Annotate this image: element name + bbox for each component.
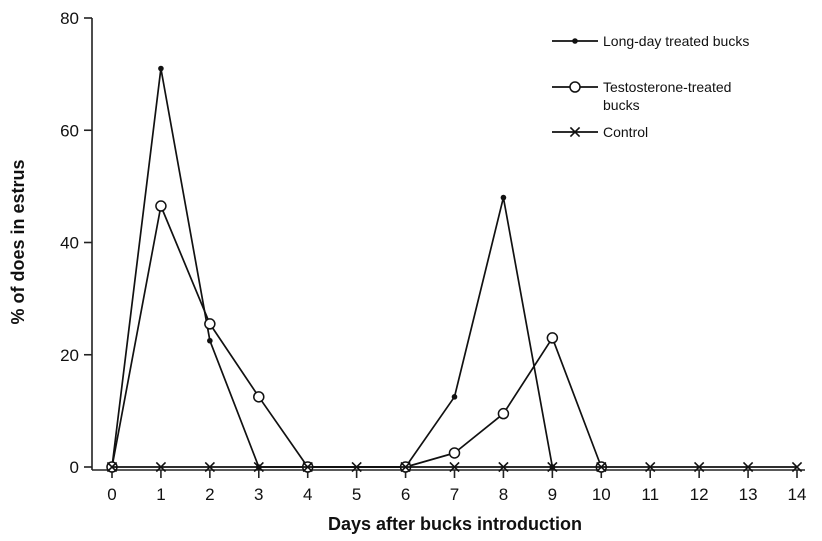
x-tick-label: 1 bbox=[156, 485, 165, 504]
legend-label-control: Control bbox=[603, 124, 648, 140]
data-point-control bbox=[302, 461, 313, 473]
series-layer bbox=[106, 65, 803, 473]
data-point-control bbox=[693, 461, 705, 473]
data-point-control bbox=[351, 461, 362, 473]
data-point-control bbox=[791, 461, 803, 473]
x-tick-label: 10 bbox=[592, 485, 611, 504]
data-point-long-day-treated-bucks bbox=[451, 394, 458, 400]
x-tick-label: 13 bbox=[739, 485, 758, 504]
data-point-testosterone-treated-bucks bbox=[497, 407, 510, 420]
data-point-long-day-treated-bucks bbox=[207, 337, 213, 344]
y-tick-label: 40 bbox=[60, 234, 79, 253]
legend-marker-long-day-treated-bucks bbox=[572, 38, 578, 44]
y-ticks: 0 20 40 60 80 bbox=[60, 9, 92, 477]
x-tick-label: 12 bbox=[690, 485, 709, 504]
x-tick-label: 2 bbox=[205, 485, 214, 504]
axes bbox=[91, 18, 805, 471]
data-point-control bbox=[742, 461, 754, 473]
data-point-long-day-treated-bucks bbox=[158, 65, 164, 72]
x-axis-title: Days after bucks introduction bbox=[328, 514, 582, 534]
data-point-control bbox=[155, 461, 167, 473]
series-testosterone-treated-bucks bbox=[106, 200, 608, 473]
x-tick-label: 7 bbox=[450, 485, 459, 504]
legend-marker-testosterone-treated-bucks bbox=[569, 81, 581, 93]
legend-item-long-day-treated-bucks: Long-day treated bucks bbox=[552, 33, 749, 49]
data-point-control bbox=[400, 461, 411, 473]
y-tick-label: 80 bbox=[60, 9, 79, 28]
data-point-control bbox=[645, 461, 656, 473]
legend-label-long-day-treated-bucks: Long-day treated bucks bbox=[603, 33, 749, 49]
x-tick-label: 4 bbox=[303, 485, 312, 504]
data-point-testosterone-treated-bucks bbox=[448, 447, 461, 459]
y-tick-label: 20 bbox=[60, 346, 79, 365]
x-tick-label: 3 bbox=[254, 485, 263, 504]
x-tick-label: 0 bbox=[107, 485, 116, 504]
x-ticks: 0 1 2 3 4 5 6 7 8 9 10 11 12 13 14 bbox=[107, 470, 806, 504]
y-tick-label: 60 bbox=[60, 121, 79, 140]
data-point-control bbox=[498, 461, 509, 473]
data-point-control bbox=[547, 461, 558, 473]
x-tick-label: 11 bbox=[641, 485, 659, 504]
x-tick-label: 6 bbox=[401, 485, 410, 504]
series-line-long-day-treated-bucks bbox=[111, 67, 554, 468]
data-point-control bbox=[106, 461, 118, 473]
legend-label-testosterone-treated-bucks: Testosterone-treated bucks bbox=[603, 79, 731, 113]
data-point-testosterone-treated-bucks bbox=[204, 318, 216, 330]
x-tick-label: 9 bbox=[548, 485, 557, 504]
legend: Long-day treated bucks Testosterone-treat… bbox=[552, 33, 749, 140]
data-point-control bbox=[253, 461, 264, 473]
x-tick-label: 14 bbox=[788, 485, 807, 504]
legend-item-testosterone-treated-bucks: Testosterone-treated bucks bbox=[552, 79, 731, 113]
y-tick-label: 0 bbox=[70, 458, 79, 477]
legend-item-control: Control bbox=[552, 124, 648, 140]
series-control bbox=[106, 461, 803, 473]
data-point-control bbox=[204, 461, 216, 473]
data-point-testosterone-treated-bucks bbox=[155, 200, 167, 212]
y-axis-title: % of does in estrus bbox=[8, 159, 28, 324]
data-point-control bbox=[596, 461, 607, 473]
series-long-day-treated-bucks bbox=[109, 65, 556, 470]
x-tick-label: 8 bbox=[499, 485, 508, 504]
data-point-long-day-treated-bucks bbox=[500, 194, 507, 201]
data-point-testosterone-treated-bucks bbox=[253, 391, 265, 403]
legend-marker-control bbox=[569, 126, 581, 138]
data-point-control bbox=[449, 461, 460, 473]
data-point-testosterone-treated-bucks bbox=[546, 332, 559, 344]
x-tick-label: 5 bbox=[352, 485, 361, 504]
